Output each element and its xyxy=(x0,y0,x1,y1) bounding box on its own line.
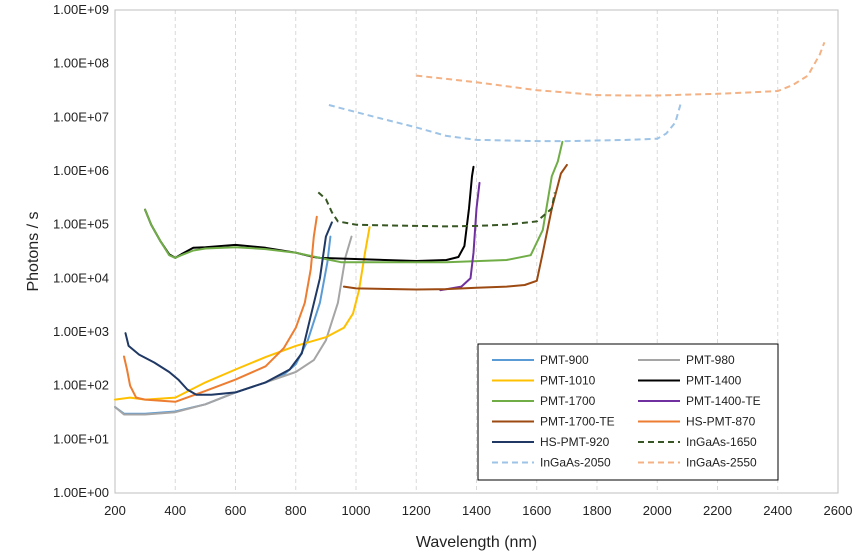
y-tick-label: 1.00E+06 xyxy=(53,163,109,178)
x-tick-label: 1400 xyxy=(462,503,491,518)
y-tick-label: 1.00E+08 xyxy=(53,56,109,71)
x-tick-label: 2200 xyxy=(703,503,732,518)
y-tick-label: 1.00E+03 xyxy=(53,324,109,339)
y-axis-ticks: 1.00E+00 1.00E+01 1.00E+02 1.00E+03 1.00E+04… xyxy=(53,2,109,500)
legend-label: PMT-900 xyxy=(540,353,589,367)
x-tick-label: 1600 xyxy=(522,503,551,518)
series-ingaas-1650 xyxy=(317,191,556,228)
legend-label: PMT-1700 xyxy=(540,394,596,408)
series-layer xyxy=(114,41,826,416)
x-tick-label: 600 xyxy=(225,503,247,518)
x-tick-label: 1800 xyxy=(583,503,612,518)
legend-label: PMT-1700-TE xyxy=(540,415,615,429)
x-tick-label: 2400 xyxy=(763,503,792,518)
series-hs-pmt-870 xyxy=(123,215,318,403)
x-tick-label: 1200 xyxy=(402,503,431,518)
x-axis-ticks: 200 400 600 800 1000 1200 1400 1600 1800 2000 2200… xyxy=(104,503,852,518)
legend-label: PMT-1010 xyxy=(540,374,596,388)
series-ingaas-2550 xyxy=(416,41,826,97)
x-tick-label: 400 xyxy=(164,503,186,518)
y-tick-label: 1.00E+09 xyxy=(53,2,109,17)
y-axis-title: Photons / s xyxy=(25,211,42,291)
legend-label: InGaAs-2550 xyxy=(686,456,757,470)
x-tick-label: 2000 xyxy=(643,503,672,518)
legend-label: InGaAs-1650 xyxy=(686,435,757,449)
y-tick-label: 1.00E+05 xyxy=(53,217,109,232)
x-tick-label: 800 xyxy=(285,503,307,518)
y-tick-label: 1.00E+07 xyxy=(53,109,109,124)
series-pmt-1700 xyxy=(144,140,564,264)
x-tick-label: 1000 xyxy=(342,503,371,518)
y-tick-label: 1.00E+02 xyxy=(53,378,109,393)
legend-label: PMT-1400-TE xyxy=(686,394,761,408)
legend-label: PMT-1400 xyxy=(686,374,742,388)
series-ingaas-2050 xyxy=(328,100,683,143)
y-tick-label: 1.00E+00 xyxy=(53,485,109,500)
legend-label: HS-PMT-920 xyxy=(540,435,610,449)
series-pmt-1400-te xyxy=(439,181,481,292)
legend-label: PMT-980 xyxy=(686,353,735,367)
y-tick-label: 1.00E+01 xyxy=(53,431,109,446)
x-tick-label: 200 xyxy=(104,503,126,518)
y-tick-label: 1.00E+04 xyxy=(53,270,109,285)
legend-label: InGaAs-2050 xyxy=(540,456,611,470)
series-hs-pmt-920 xyxy=(124,221,333,396)
legend-box xyxy=(477,343,779,481)
legend-label: HS-PMT-870 xyxy=(686,415,756,429)
legend: PMT-900 PMT-980 PMT-1010 PMT-1400 PMT-1700 PM… xyxy=(477,343,779,481)
x-tick-label: 2600 xyxy=(824,503,853,518)
plot-area xyxy=(114,9,839,494)
x-axis-title: Wavelength (nm) xyxy=(416,534,537,551)
